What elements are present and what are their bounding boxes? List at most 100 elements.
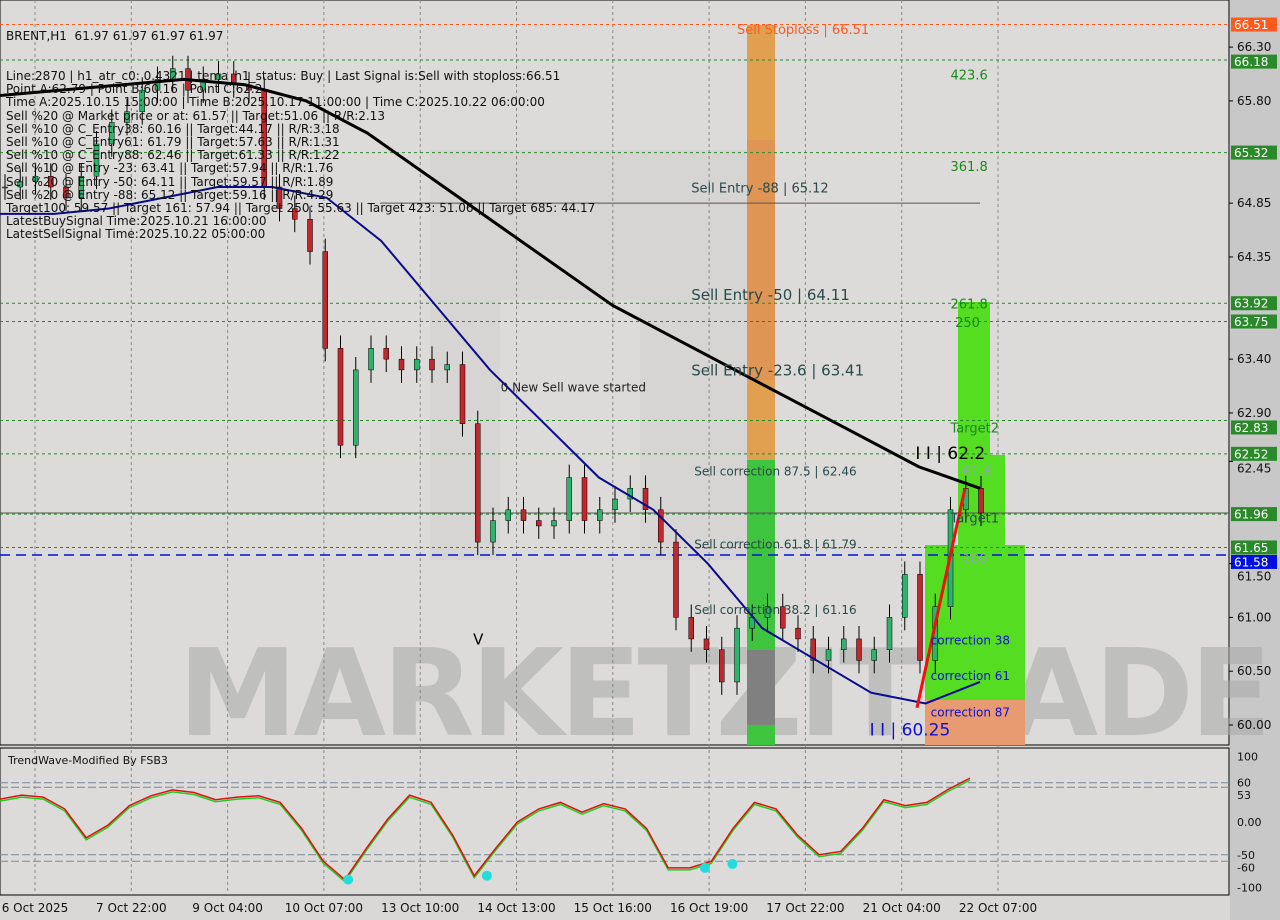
y-tick-label: 62.90 (1237, 406, 1271, 420)
x-tick-label: 6 Oct 2025 (2, 901, 69, 915)
correction-zone-gray (747, 650, 775, 725)
x-tick-label: 16 Oct 19:00 (670, 901, 748, 915)
candle (780, 606, 786, 629)
price-badge-label: 62.52 (1234, 447, 1268, 461)
candle (292, 208, 298, 220)
x-tick-label: 22 Oct 07:00 (959, 901, 1037, 915)
candle (566, 477, 572, 521)
candle (32, 175, 39, 182)
oscillator-tick-label: -100 (1237, 882, 1262, 895)
ma-long-line (0, 77, 981, 490)
y-tick-label: 63.40 (1237, 352, 1271, 366)
y-tick-label: 65.80 (1237, 94, 1271, 108)
chart-annotation: I I | 62.2 (915, 444, 985, 464)
oscillator-signal-line (0, 779, 971, 883)
candle (48, 175, 54, 188)
candle (368, 348, 374, 371)
price-badge-label: 61.65 (1234, 541, 1268, 555)
candle (2, 186, 8, 189)
chart-annotation: correction 87 (931, 705, 1010, 719)
candle (490, 520, 496, 543)
y-tick-label: 62.45 (1237, 461, 1271, 475)
price-badge-label: 65.32 (1234, 146, 1268, 160)
candle (841, 638, 847, 650)
candle (475, 423, 481, 543)
chart-annotation: 250 (955, 316, 980, 331)
info-line: Sell %10 @ C_Entry61: 61.79 || Target:57… (6, 134, 340, 149)
candle (459, 364, 466, 424)
x-tick-label: 15 Oct 16:00 (574, 901, 652, 915)
stoploss-zone-inner (747, 140, 775, 380)
candle (871, 649, 877, 661)
candle (978, 488, 984, 514)
price-badge-label: 61.96 (1234, 508, 1268, 522)
chart-annotation: 0 New Sell wave started (501, 380, 646, 394)
info-line: Sell %20 @ Entry -88: 65.12 || Target:59… (6, 187, 334, 202)
price-badge-label: 66.51 (1234, 18, 1268, 32)
price-badge (1231, 145, 1277, 160)
x-tick-label: 9 Oct 04:00 (192, 901, 263, 915)
candle (886, 617, 893, 650)
info-line: Sell %10 @ C_Entry88: 62.46 || Target:61… (6, 148, 340, 163)
candle (353, 369, 359, 446)
info-line: Target100: 59.57 || Target 161: 57.94 ||… (6, 200, 596, 215)
candle (109, 122, 115, 145)
candle (673, 541, 679, 618)
candle (612, 498, 618, 511)
watermark-logo: MARKETZITRADE (178, 625, 1268, 764)
price-badge (1231, 54, 1277, 69)
chart-annotation: Target1 (950, 512, 1000, 527)
price-badge (1231, 446, 1277, 461)
x-tick-label: 21 Oct 04:00 (863, 901, 941, 915)
chart-annotation: correction 38 (931, 633, 1010, 647)
chart-annotation: Sell correction 38.2 | 61.16 (694, 603, 856, 617)
candle (124, 111, 130, 123)
chart-annotation: Sell correction 61.8 | 61.79 (694, 538, 856, 552)
info-line: Line:2870 | h1_atr_c0: 0.4321 | tema_h1_… (6, 69, 561, 83)
info-line: LatestSellSignal Time:2025.10.22 05:00:0… (6, 227, 266, 242)
chart-annotation: Target2 (950, 421, 1000, 436)
oscillator-panel (0, 747, 1230, 896)
x-tick-label: 14 Oct 13:00 (477, 901, 555, 915)
chart-annotation: 423.6 (951, 68, 988, 83)
oscillator-tick-label: 53 (1237, 789, 1251, 802)
chart-annotation: V (473, 630, 484, 648)
chart-annotation: Sell Entry -50 | 64.11 (691, 286, 850, 304)
chart-annotation: 100 (963, 553, 988, 568)
price-badge-label: 62.83 (1234, 421, 1268, 435)
candle (276, 186, 283, 209)
candle (520, 509, 527, 521)
price-badge (1231, 296, 1277, 311)
price-badge (1231, 314, 1277, 329)
chart-annotation: Sell correction 87.5 | 62.46 (694, 464, 856, 478)
candle (93, 143, 100, 177)
candle (917, 574, 923, 661)
price-badge-label: 63.92 (1234, 297, 1268, 311)
info-line: Sell %10 @ C_Entry38: 60.16 || Target:44… (6, 121, 340, 136)
price-badge (1231, 507, 1277, 522)
candle (337, 348, 344, 446)
candle (581, 477, 588, 521)
candle (414, 358, 420, 371)
y-tick-label: 64.35 (1237, 250, 1271, 264)
candle (398, 358, 405, 371)
oscillator-signal-dot (699, 862, 710, 873)
target-zone-lower (925, 545, 1025, 700)
info-line: Sell %20 @ Entry -50: 64.11 || Target:59… (6, 174, 334, 189)
wave-line (915, 487, 967, 709)
candle (856, 638, 862, 661)
candle (902, 574, 908, 618)
oscillator-signal-dot (727, 858, 738, 869)
chart-annotation: 261.8 (951, 298, 988, 313)
price-badge (1231, 554, 1277, 569)
oscillator-tick-label: -50 (1237, 849, 1255, 862)
target-zone-2 (990, 455, 1005, 547)
y-tick-label: 60.50 (1237, 664, 1271, 678)
candle (139, 89, 145, 112)
price-badge-label: 66.18 (1234, 55, 1268, 69)
info-lines: Line:2870 | h1_atr_c0: 0.4321 | tema_h1_… (6, 69, 595, 241)
candle (383, 348, 389, 360)
x-tick-label: 7 Oct 22:00 (96, 901, 167, 915)
